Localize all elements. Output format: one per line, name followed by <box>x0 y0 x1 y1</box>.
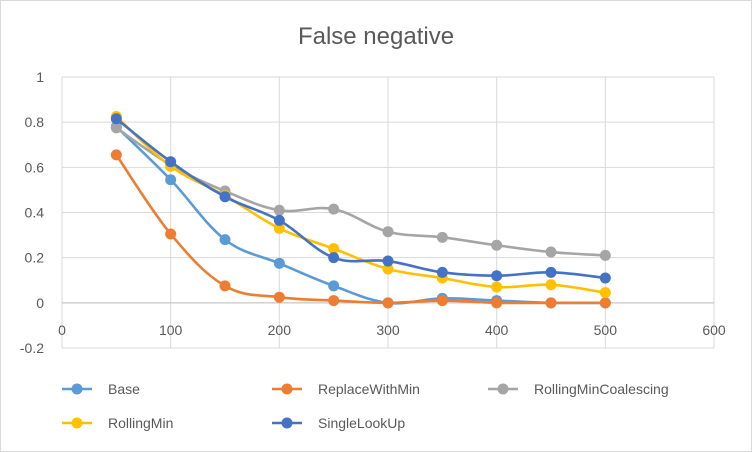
data-point <box>545 279 557 291</box>
series-rollingmincoalescing <box>110 122 611 261</box>
data-point <box>436 266 448 278</box>
y-tick-label: 0.2 <box>25 250 45 266</box>
x-tick-label: 400 <box>485 322 509 338</box>
legend-marker <box>281 417 293 429</box>
series-line <box>115 126 606 257</box>
data-point <box>328 243 340 255</box>
x-tick-label: 200 <box>268 322 292 338</box>
chart-title: False negative <box>298 23 454 50</box>
data-point <box>219 234 231 246</box>
legend-label: Base <box>108 381 140 397</box>
data-point <box>165 156 177 168</box>
data-point <box>599 249 611 261</box>
data-point <box>273 204 285 216</box>
legend-label: SingleLookUp <box>318 415 405 431</box>
data-point <box>273 214 285 226</box>
series-line <box>115 154 606 305</box>
data-point <box>273 222 285 234</box>
y-tick-label: 0.4 <box>25 205 45 221</box>
legend-item: RollingMin <box>62 415 173 431</box>
data-point <box>110 122 122 134</box>
data-point <box>545 297 557 309</box>
y-tick-label: 0.8 <box>25 114 45 130</box>
data-point <box>110 149 122 161</box>
x-tick-label: 100 <box>159 322 183 338</box>
legend-item: SingleLookUp <box>272 415 405 431</box>
data-point <box>599 297 611 309</box>
data-point <box>328 252 340 264</box>
data-point <box>382 255 394 267</box>
series-rollingmin <box>110 111 611 299</box>
legend-item: RollingMinCoalescing <box>488 381 669 397</box>
legend: Base ReplaceWithMin RollingMinCoalescing Ro… <box>62 381 669 431</box>
data-point <box>545 266 557 278</box>
data-point <box>328 295 340 307</box>
x-tick-label: 0 <box>58 322 66 338</box>
legend-marker <box>281 383 293 395</box>
legend-marker <box>71 417 83 429</box>
data-point <box>273 291 285 303</box>
data-point <box>436 231 448 243</box>
data-point <box>382 226 394 238</box>
data-point <box>219 280 231 292</box>
data-point <box>110 113 122 125</box>
data-point <box>545 246 557 258</box>
series-replacewithmin <box>110 149 611 309</box>
series-lines <box>110 111 611 309</box>
data-point <box>491 239 503 251</box>
y-tick-label: 0.6 <box>25 159 45 175</box>
data-point <box>382 263 394 275</box>
data-point <box>273 257 285 269</box>
series-line <box>115 125 606 305</box>
data-point <box>491 270 503 282</box>
data-point <box>382 297 394 309</box>
series-line <box>115 115 606 294</box>
data-point <box>436 295 448 307</box>
legend-item: ReplaceWithMin <box>272 381 420 397</box>
data-point <box>328 203 340 215</box>
legend-marker <box>71 383 83 395</box>
series-singlelookup <box>110 113 611 284</box>
series-line <box>115 117 606 280</box>
data-point <box>165 228 177 240</box>
y-tick-label: 0 <box>36 295 44 311</box>
legend-label: RollingMinCoalescing <box>534 381 669 397</box>
data-point <box>219 191 231 203</box>
data-point <box>599 287 611 299</box>
x-tick-label: 500 <box>594 322 618 338</box>
x-axis-ticks: 0 100 200 300 400 500 600 <box>58 322 726 338</box>
data-point <box>328 280 340 292</box>
y-axis-ticks: -0.2 0 0.2 0.4 0.6 0.8 1 <box>20 69 44 356</box>
legend-item: Base <box>62 381 140 397</box>
x-tick-label: 300 <box>376 322 400 338</box>
data-point <box>491 297 503 309</box>
data-point <box>165 174 177 186</box>
legend-marker <box>497 383 509 395</box>
legend-label: ReplaceWithMin <box>318 381 420 397</box>
series-base <box>110 121 611 309</box>
x-tick-label: 600 <box>702 322 726 338</box>
data-point <box>599 272 611 284</box>
legend-label: RollingMin <box>108 415 173 431</box>
y-tick-label: -0.2 <box>20 340 44 356</box>
y-tick-label: 1 <box>36 69 44 85</box>
data-point <box>491 281 503 293</box>
